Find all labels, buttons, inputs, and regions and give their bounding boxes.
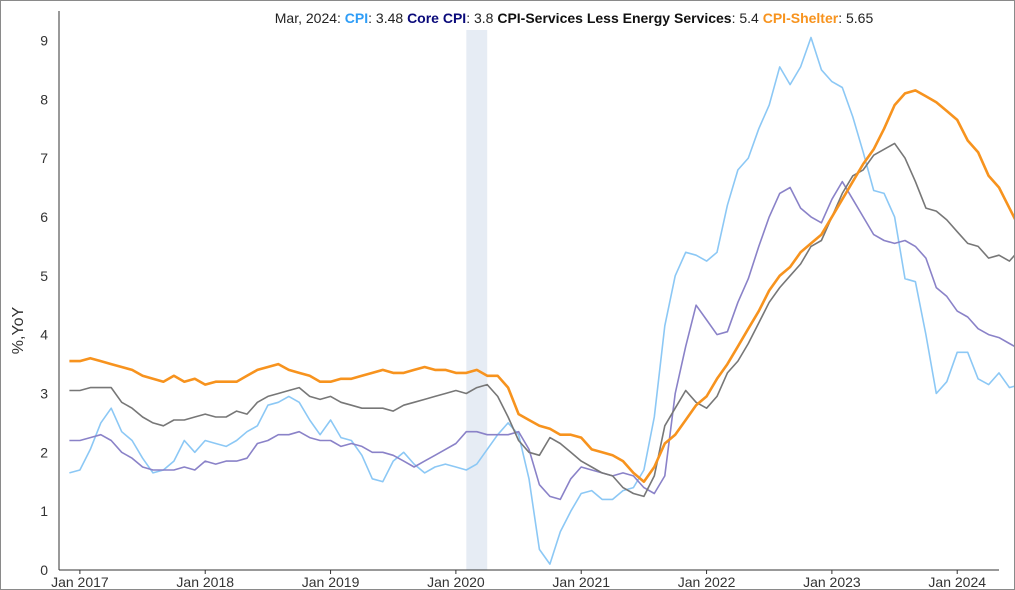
x-tick-label: Jan 2021: [552, 574, 610, 589]
y-tick-label: 2: [40, 444, 48, 460]
x-tick-label: Jan 2020: [427, 574, 485, 589]
series-line-0[interactable]: [69, 36, 1014, 565]
x-tick-labels: Jan 2017 Jan 2018 Jan 2019 Jan 2020 Jan 2021…: [51, 570, 986, 589]
x-tick-label: Jan 2023: [803, 574, 861, 589]
axes-layer: [58, 11, 999, 571]
x-tick-label: Jan 2017: [51, 574, 109, 589]
series-line-1[interactable]: [69, 180, 1014, 501]
recession-shade: [466, 30, 488, 570]
y-tick-labels: 0 1 2 3 4 5 6 7 8 9: [40, 32, 48, 578]
y-tick-label: 1: [40, 503, 48, 519]
y-tick-label: 0: [40, 562, 48, 578]
series-lines: [69, 36, 1014, 565]
hover-header: Mar, 2024: CPI: 3.48 Core CPI: 3.8 CPI-S…: [275, 10, 874, 26]
x-tick-label: Jan 2022: [678, 574, 736, 589]
x-tick-label: Jan 2024: [928, 574, 986, 589]
x-tick-label: Jan 2018: [176, 574, 234, 589]
y-tick-label: 6: [40, 209, 48, 225]
y-tick-label: 9: [40, 32, 48, 48]
y-axis-label: %,YoY: [10, 306, 27, 354]
series-line-2[interactable]: [69, 142, 1014, 498]
y-tick-label: 8: [40, 91, 48, 107]
x-tick-label: Jan 2019: [302, 574, 360, 589]
recession-shading-layer: [466, 30, 488, 570]
series-line-3[interactable]: [69, 89, 1014, 484]
y-tick-label: 4: [40, 327, 48, 343]
y-tick-label: 5: [40, 268, 48, 284]
y-tick-label: 3: [40, 385, 48, 401]
y-tick-label: 7: [40, 150, 48, 166]
